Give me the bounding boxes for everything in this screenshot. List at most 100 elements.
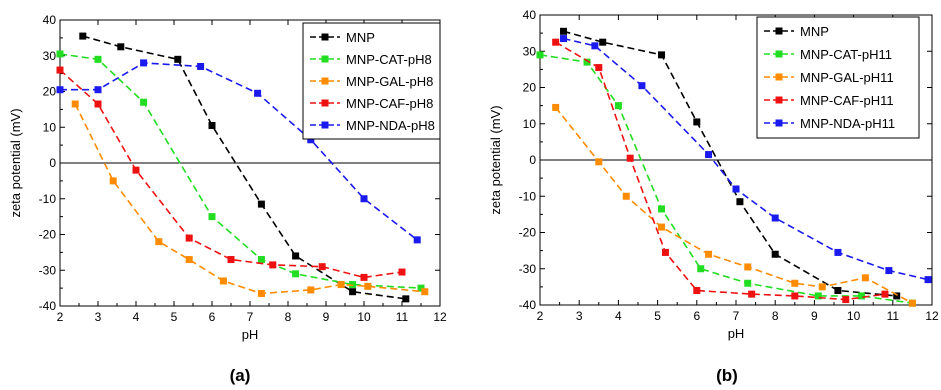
y-tick-label: -30	[519, 262, 537, 276]
data-point	[79, 32, 87, 40]
x-axis-title: pH	[242, 327, 259, 342]
data-point	[693, 287, 701, 294]
data-point	[658, 51, 666, 59]
y-tick-label: 10	[523, 117, 537, 131]
data-point	[818, 283, 826, 291]
data-point	[583, 58, 591, 66]
data-point	[132, 166, 140, 174]
data-point	[56, 86, 64, 94]
data-point	[693, 118, 701, 126]
data-point	[834, 287, 842, 294]
data-point	[364, 282, 372, 290]
data-point	[885, 267, 893, 275]
legend-label: MNP	[346, 30, 375, 45]
data-point	[736, 198, 744, 206]
data-point	[697, 265, 705, 273]
data-point	[771, 250, 779, 258]
panel-caption-b: (b)	[716, 366, 738, 385]
legend-item: MNP-CAT-pH8	[310, 52, 432, 67]
y-axis-title: zeta potential (mV)	[488, 105, 503, 214]
legend-item: MNP-CAF-pH8	[310, 96, 433, 111]
series-mnp	[560, 27, 901, 300]
y-tick-label: -20	[519, 226, 537, 240]
x-tick-label: 2	[537, 309, 544, 323]
data-point	[744, 279, 752, 287]
data-point	[360, 273, 368, 281]
data-point	[732, 185, 740, 193]
data-point	[117, 43, 125, 51]
x-tick-label: 9	[811, 309, 818, 323]
series-mnp-nda-ph8	[56, 59, 421, 244]
y-axis-title: zeta potential (mV)	[8, 108, 23, 217]
data-point	[638, 82, 646, 90]
data-point	[658, 223, 666, 231]
legend-marker	[321, 121, 329, 129]
legend-label: MNP-CAF-pH11	[800, 93, 894, 108]
data-point	[257, 256, 265, 264]
data-point	[197, 62, 205, 70]
data-point	[307, 286, 315, 294]
x-tick-label: 4	[133, 310, 140, 324]
series-line	[555, 41, 886, 301]
data-point	[560, 27, 568, 35]
data-point	[552, 38, 560, 46]
data-point	[857, 292, 865, 300]
series-line	[60, 62, 418, 241]
data-point	[924, 276, 932, 284]
x-tick-label: 4	[615, 309, 622, 323]
x-tick-label: 3	[95, 310, 102, 324]
data-point	[622, 192, 630, 200]
data-point	[109, 177, 117, 185]
data-point	[417, 284, 425, 292]
data-point	[71, 100, 79, 108]
x-tick-label: 10	[357, 310, 371, 324]
data-point	[421, 288, 429, 296]
data-point	[842, 296, 850, 304]
data-point	[705, 151, 713, 159]
data-point	[337, 281, 345, 289]
data-point	[413, 236, 421, 244]
data-point	[658, 205, 666, 213]
x-tick-label: 5	[171, 310, 178, 324]
series-line	[59, 69, 403, 279]
data-point	[595, 158, 603, 166]
series-mnp-nda-ph11	[560, 35, 932, 284]
series-line	[563, 30, 897, 297]
y-tick-label: 40	[43, 13, 57, 27]
series-line	[82, 35, 406, 300]
x-tick-label: 8	[285, 310, 292, 324]
x-tick-label: 12	[433, 310, 447, 324]
legend-item: MNP-GAL-pH8	[310, 74, 433, 89]
data-point	[360, 195, 368, 203]
data-point	[893, 292, 901, 300]
legend-item: MNP	[764, 24, 829, 39]
legend-item: MNP	[310, 30, 375, 45]
data-point	[208, 121, 216, 129]
x-axis-title: pH	[728, 326, 745, 341]
legend-label: MNP-GAL-pH8	[346, 74, 433, 89]
x-tick-label: 7	[733, 309, 740, 323]
data-point	[881, 290, 889, 298]
series-line	[555, 106, 913, 304]
legend-box	[756, 16, 920, 139]
data-point	[185, 256, 193, 264]
data-point	[661, 248, 669, 256]
series-mnp-gal-ph11	[552, 103, 916, 307]
data-point	[257, 289, 265, 297]
data-point	[771, 214, 779, 222]
series-line	[539, 54, 913, 304]
data-point	[402, 295, 410, 303]
y-tick-label: -20	[39, 228, 57, 242]
legend-item: MNP-GAL-pH11	[764, 70, 894, 85]
data-point	[208, 213, 216, 221]
x-tick-label: 6	[209, 310, 216, 324]
legend-marker	[321, 55, 329, 63]
y-tick-label: 30	[43, 49, 57, 63]
legend-item: MNP-NDA-pH8	[310, 118, 435, 133]
series-mnp	[79, 32, 410, 303]
x-tick-label: 11	[396, 310, 409, 324]
chart-panel-b: 2 3 4 5 6 7 8 9 10 11 12 -40 -30 -20 -10 0 10 20 30 40 pH zet…	[488, 8, 939, 341]
legend-marker	[775, 73, 783, 81]
legend-item: MNP-NDA-pH11	[764, 116, 895, 131]
data-point	[595, 64, 603, 72]
